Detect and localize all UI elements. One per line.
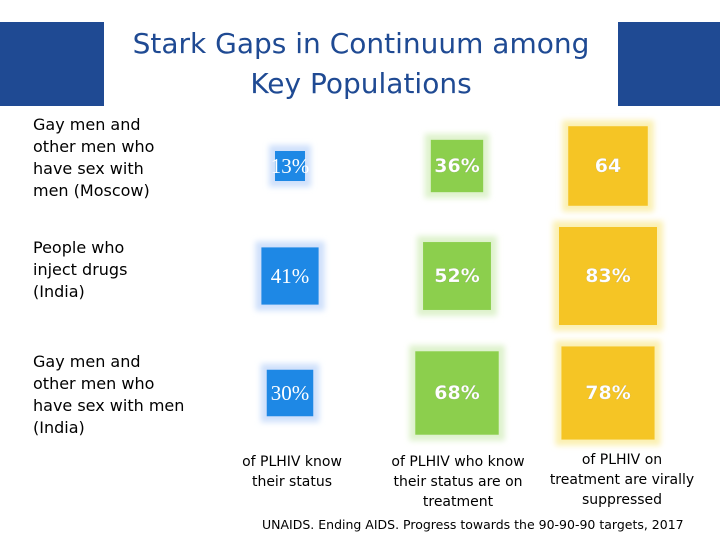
title-line-2: Key Populations	[250, 67, 472, 100]
col-label-line: of PLHIV on	[581, 452, 663, 468]
value-square-treatment-1	[423, 242, 491, 310]
row-label-line: other men who	[33, 137, 155, 156]
col-label-line: their status	[251, 474, 333, 490]
value-label-suppressed-1: 83%	[585, 265, 630, 287]
row-label-line: People who	[33, 238, 125, 257]
value-square-know-1	[261, 247, 319, 305]
value-label-treatment-2: 68%	[434, 382, 479, 404]
row-label-line: inject drugs	[33, 260, 128, 279]
row-label-msm-india: Gay men and other men who have sex with …	[33, 351, 203, 439]
title-line-1: Stark Gaps in Continuum among	[132, 27, 590, 60]
col-label-virally-suppressed: of PLHIV on treatment are virally suppre…	[538, 450, 706, 510]
value-square-know-2	[266, 369, 314, 417]
source-citation: UNAIDS. Ending AIDS. Progress towards th…	[262, 517, 684, 532]
row-label-msm-moscow: Gay men and other men who have sex with …	[33, 114, 203, 202]
value-label-suppressed-2: 78%	[585, 382, 630, 404]
value-square-treatment-0	[430, 139, 484, 193]
value-label-know-2: 30%	[271, 381, 310, 405]
value-label-know-0: 13%	[271, 154, 310, 178]
row-label-line: men (Moscow)	[33, 181, 150, 200]
row-label-line: Gay men and	[33, 352, 141, 371]
value-label-know-1: 41%	[271, 264, 310, 288]
row-label-line: (India)	[33, 418, 85, 437]
col-label-line: of PLHIV who know	[391, 454, 525, 470]
value-square-suppressed-2	[561, 346, 655, 440]
value-square-suppressed-0	[568, 126, 648, 206]
slide-title: Stark Gaps in Continuum among Key Popula…	[104, 22, 618, 106]
value-square-know-0	[275, 151, 305, 181]
col-label-line: of PLHIV know	[242, 454, 342, 470]
value-label-treatment-1: 52%	[434, 265, 479, 287]
value-square-suppressed-1	[559, 227, 657, 325]
col-label-line: treatment are virally	[549, 472, 695, 488]
col-label-line: their status are on	[393, 474, 523, 490]
row-label-line: have sex with men	[33, 396, 185, 415]
row-label-pwid-india: People who inject drugs (India)	[33, 237, 203, 303]
row-label-line: other men who	[33, 374, 155, 393]
col-label-know-status: of PLHIV know their status	[232, 452, 352, 492]
value-label-treatment-0: 36%	[434, 155, 479, 177]
col-label-on-treatment: of PLHIV who know their status are on tr…	[380, 452, 536, 512]
row-label-line: (India)	[33, 282, 85, 301]
row-label-line: have sex with	[33, 159, 144, 178]
col-label-line: suppressed	[581, 492, 663, 508]
value-square-treatment-2	[415, 351, 499, 435]
row-label-line: Gay men and	[33, 115, 141, 134]
col-label-line: treatment	[422, 494, 494, 510]
value-label-suppressed-0: 64	[595, 155, 621, 177]
